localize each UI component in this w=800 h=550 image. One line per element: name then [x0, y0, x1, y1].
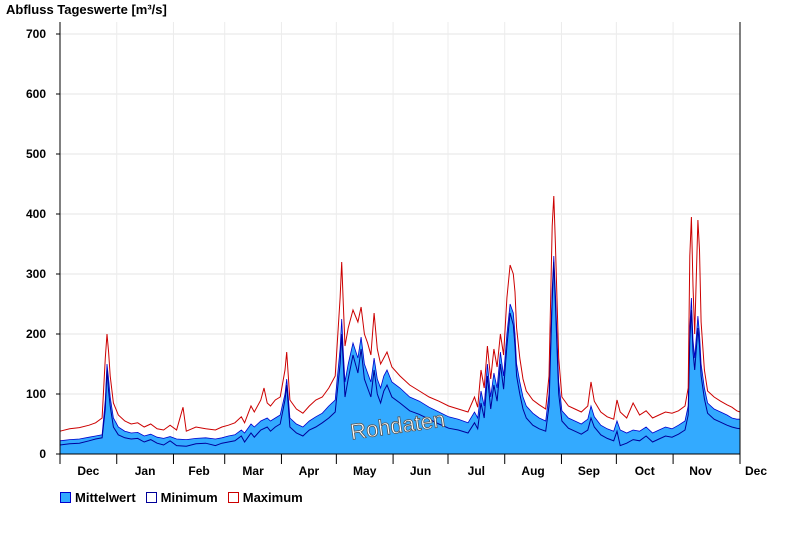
legend-swatch	[145, 492, 157, 503]
chart-legend: Mittelwert Minimum Maximum	[60, 490, 303, 505]
chart-title: Abfluss Tageswerte [m³/s]	[6, 2, 167, 17]
legend-item-mittelwert: Mittelwert	[60, 490, 136, 505]
plot-series	[59, 195, 741, 455]
x-tick-label: Jul	[468, 464, 485, 478]
y-tick-label: 700	[26, 27, 46, 41]
y-tick-label: 0	[39, 447, 46, 461]
y-tick-label: 600	[26, 87, 46, 101]
x-tick-label: Dec	[745, 464, 767, 478]
x-tick-label: Sep	[578, 464, 600, 478]
x-tick-label: Mar	[242, 464, 264, 478]
legend-label: Minimum	[160, 490, 218, 505]
x-tick-label: Nov	[689, 464, 712, 478]
x-tick-label: Aug	[521, 464, 544, 478]
tick-labels: 0 100 200 300 400 500 600 700 Dec Jan Feb Mar Apr May…	[26, 27, 767, 478]
legend-label: Maximum	[242, 490, 303, 505]
x-tick-label: Oct	[635, 464, 655, 478]
x-tick-label: Jan	[135, 464, 156, 478]
axes	[56, 22, 741, 464]
x-tick-label: Dec	[77, 464, 99, 478]
y-tick-label: 500	[26, 147, 46, 161]
series-maximum-line	[59, 195, 741, 432]
legend-swatch	[227, 492, 239, 503]
x-tick-label: Jun	[410, 464, 431, 478]
legend-swatch	[60, 492, 71, 503]
x-tick-label: May	[353, 464, 377, 478]
y-tick-label: 100	[26, 387, 46, 401]
grid	[60, 22, 740, 454]
series-mittelwert-area	[59, 255, 741, 455]
y-tick-label: 200	[26, 327, 46, 341]
y-tick-label: 400	[26, 207, 46, 221]
legend-item-maximum: Maximum	[227, 490, 303, 505]
series-minimum-line	[59, 261, 741, 447]
y-tick-label: 300	[26, 267, 46, 281]
x-tick-label: Feb	[188, 464, 209, 478]
legend-label: Mittelwert	[75, 490, 136, 505]
legend-item-minimum: Minimum	[145, 490, 218, 505]
x-tick-label: Apr	[299, 464, 320, 478]
